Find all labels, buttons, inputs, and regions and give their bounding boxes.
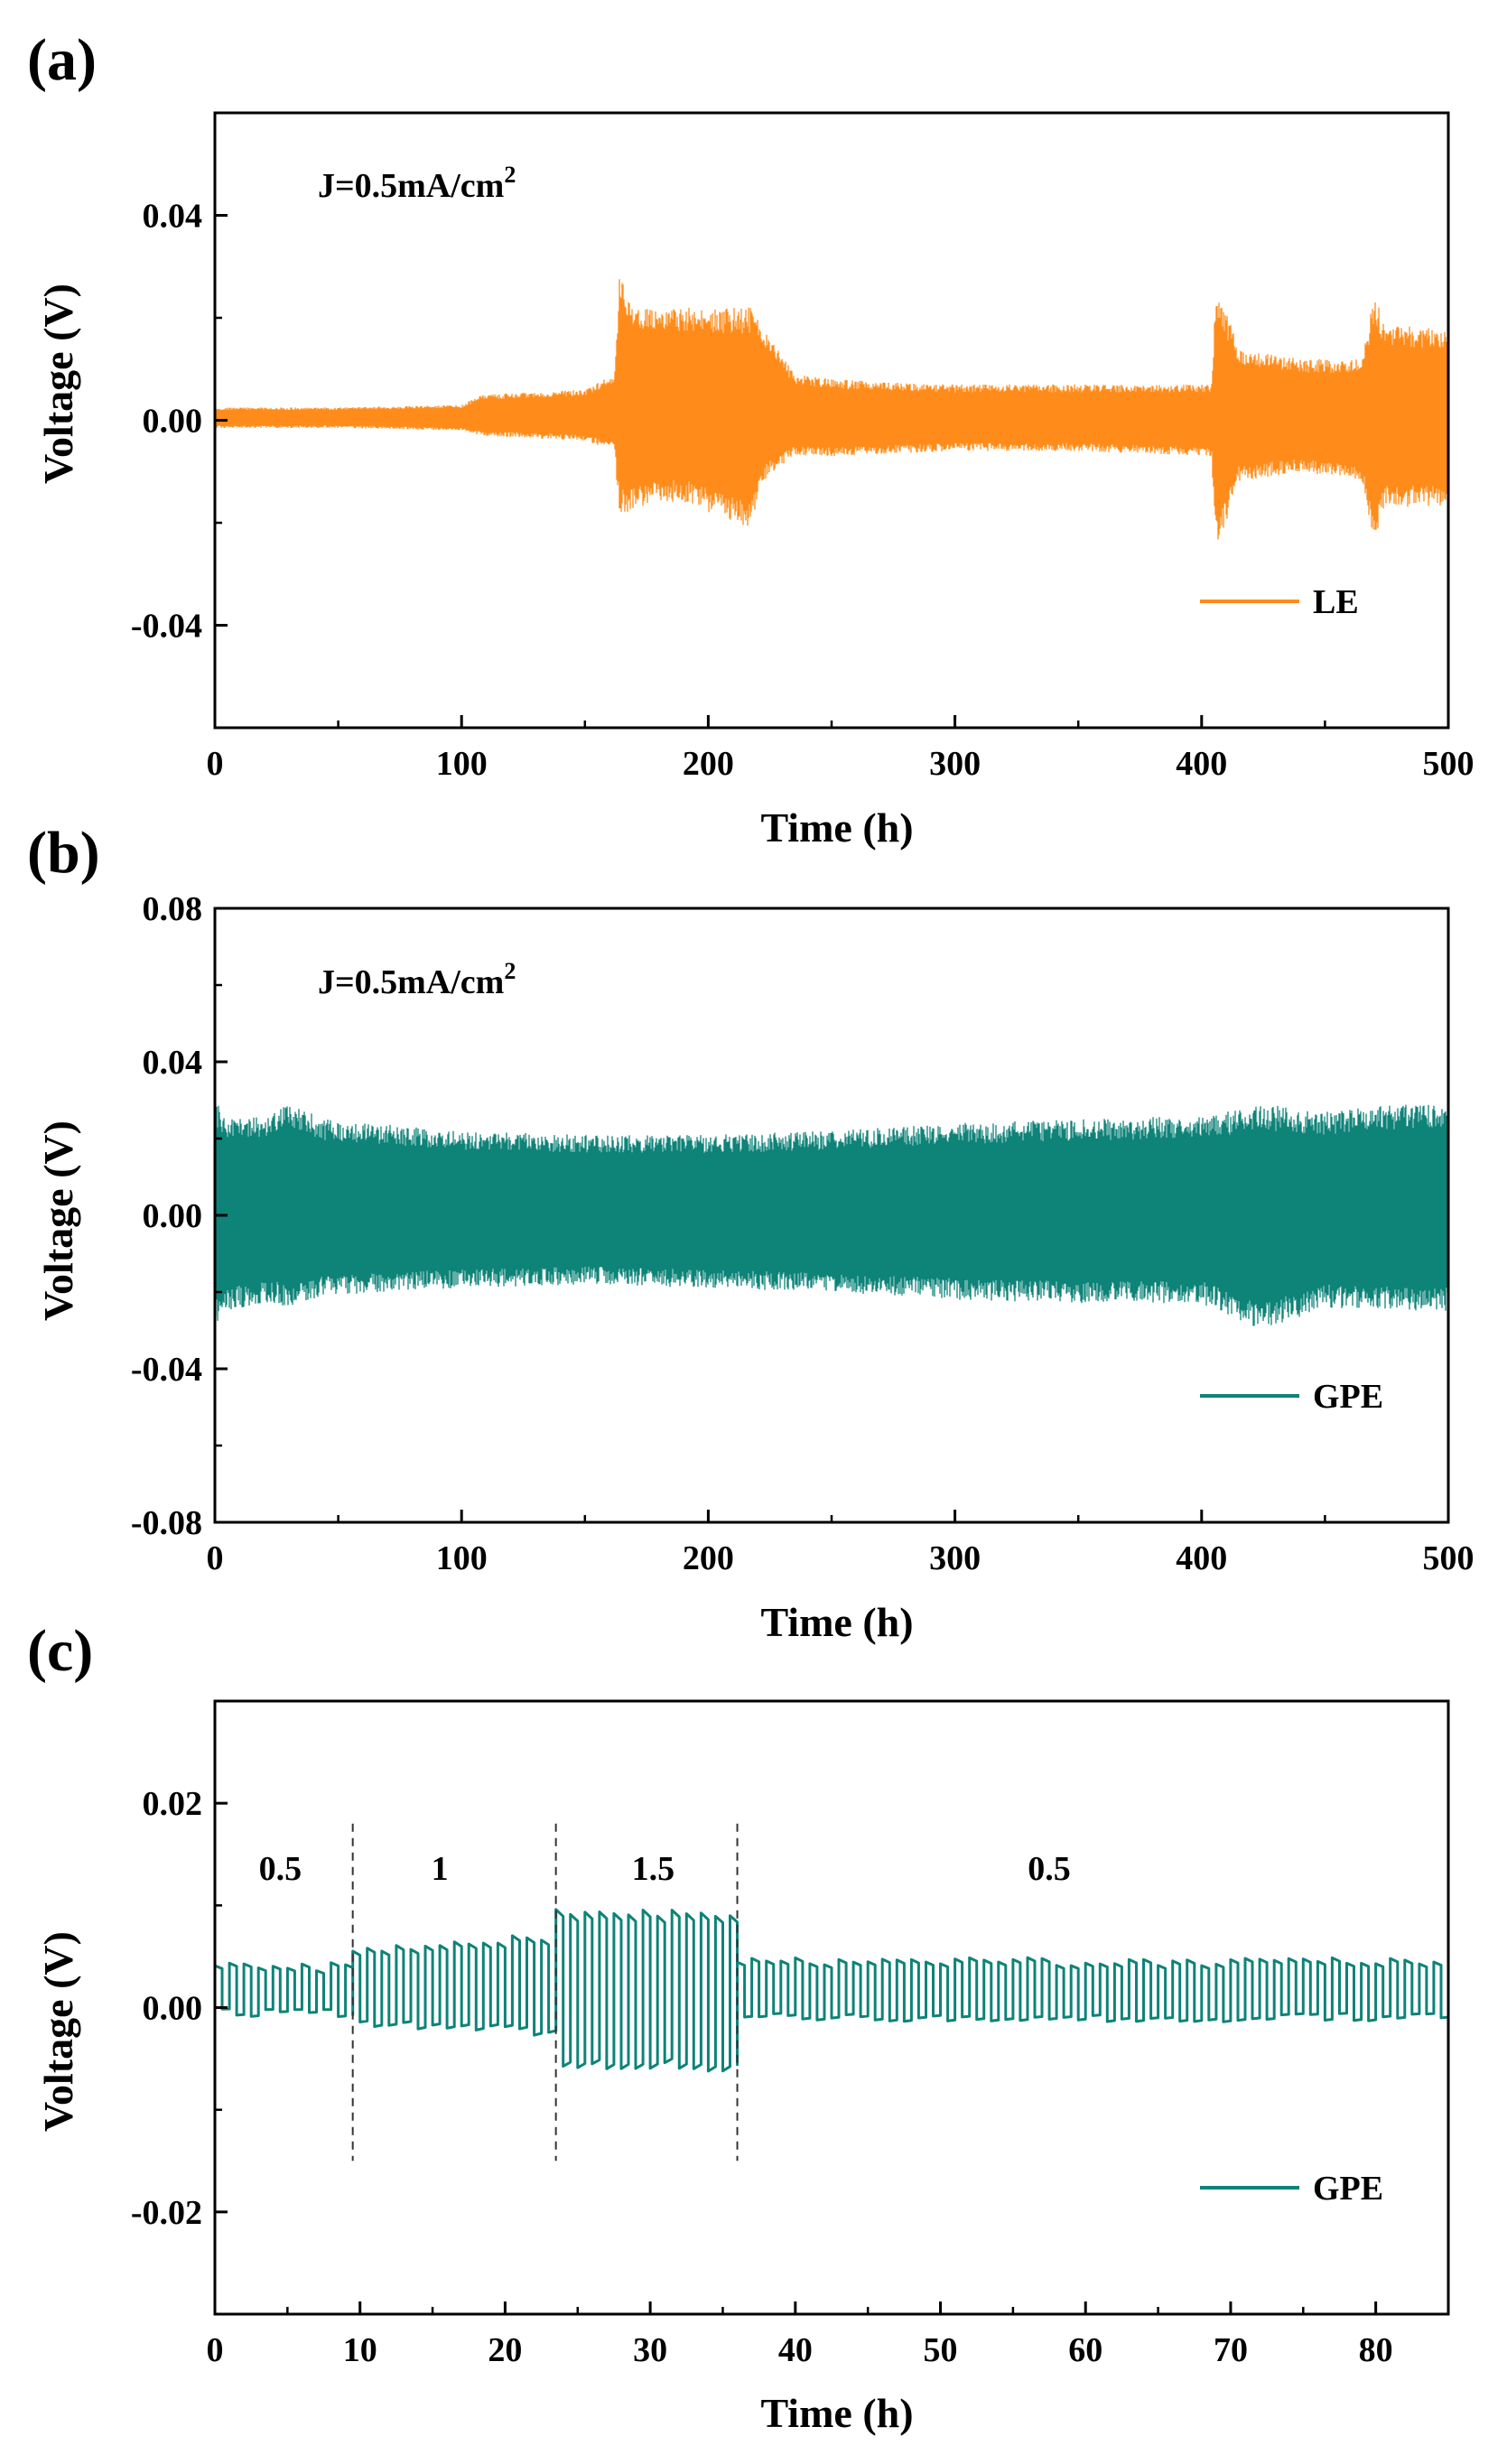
x-tick-label: 0 — [207, 1539, 224, 1577]
x-tick-label: 40 — [778, 2331, 813, 2369]
panel-label: (b) — [27, 820, 100, 886]
current-density-label: 1 — [432, 1850, 449, 1888]
x-tick-label: 80 — [1359, 2331, 1393, 2369]
x-tick-label: 100 — [436, 745, 488, 783]
x-tick-label: 20 — [488, 2331, 522, 2369]
y-tick-label: -0.04 — [131, 1351, 202, 1389]
plot-area — [215, 279, 1448, 540]
plot-area — [215, 1908, 1448, 2073]
y-tick-label: -0.02 — [131, 2194, 202, 2232]
x-tick-label: 70 — [1214, 2331, 1248, 2369]
legend-label: GPE — [1313, 1378, 1383, 1416]
x-axis-title: Time (h) — [760, 2390, 913, 2436]
y-tick-label: 0.04 — [143, 1044, 203, 1082]
x-axis-title: Time (h) — [760, 1599, 913, 1645]
x-tick-label: 400 — [1176, 1539, 1227, 1577]
x-tick-label: 60 — [1068, 2331, 1102, 2369]
current-density-label: 1.5 — [632, 1850, 675, 1888]
x-tick-label: 30 — [633, 2331, 667, 2369]
chart-panel-c: (c) 0.5 1 1.5 0.5 0 10 20 30 40 50 60 70 80 0.02 0.00 -0… — [27, 1618, 1450, 2436]
y-tick-label: 0.08 — [143, 890, 203, 928]
plot-area — [215, 1104, 1448, 1326]
y-axis-title: Voltage (V) — [35, 284, 81, 484]
current-density-label: 0.5 — [1028, 1850, 1071, 1888]
current-density-label: 0.5 — [259, 1850, 302, 1888]
y-tick-label: 0.04 — [143, 198, 203, 236]
legend-label: GPE — [1313, 2170, 1383, 2208]
series-line-GPE — [215, 1104, 1448, 1326]
series-line-GPE — [215, 1908, 1448, 2073]
y-tick-label: -0.08 — [131, 1504, 202, 1542]
y-tick-label: 0.00 — [143, 1990, 203, 2028]
annotation-superscript: 2 — [504, 162, 516, 188]
y-axis-title: Voltage (V) — [35, 1931, 81, 2132]
annotation-text: J=0.5mA/cm — [318, 963, 504, 1001]
series-line-LE — [215, 279, 1448, 540]
x-tick-label: 500 — [1423, 1539, 1474, 1577]
chart-panel-b: (b) 0 100 200 300 400 500 0.08 0.04 0.00 -0.04 -0.0… — [27, 820, 1474, 1645]
annotation-text: J=0.5mA/cm — [318, 167, 504, 205]
x-tick-label: 200 — [683, 745, 734, 783]
y-tick-label: -0.04 — [131, 608, 202, 646]
x-tick-label: 0 — [207, 2331, 224, 2369]
y-axis-title: Voltage (V) — [35, 1120, 81, 1321]
y-tick-label: 0.00 — [143, 1197, 203, 1235]
panel-label: (a) — [27, 27, 97, 93]
annotation-superscript: 2 — [504, 958, 516, 984]
chart-panel-a: (a) 0 100 200 300 400 500 0.04 0.00 -0.04 Time (h)… — [27, 27, 1474, 851]
x-tick-label: 300 — [929, 745, 981, 783]
x-tick-label: 200 — [683, 1539, 734, 1577]
x-tick-label: 400 — [1176, 745, 1227, 783]
current-density-annotation: J=0.5mA/cm2 — [318, 958, 516, 1001]
x-tick-label: 100 — [436, 1539, 488, 1577]
x-tick-label: 10 — [343, 2331, 377, 2369]
y-tick-label: 0.00 — [143, 403, 203, 441]
x-tick-label: 500 — [1423, 745, 1474, 783]
x-axis-title: Time (h) — [760, 804, 913, 851]
legend-label: LE — [1313, 583, 1359, 621]
x-tick-label: 300 — [929, 1539, 981, 1577]
current-density-annotation: J=0.5mA/cm2 — [318, 162, 516, 205]
x-tick-label: 0 — [207, 745, 224, 783]
panel-label: (c) — [27, 1618, 93, 1684]
y-tick-label: 0.02 — [143, 1785, 203, 1823]
x-tick-label: 50 — [924, 2331, 958, 2369]
